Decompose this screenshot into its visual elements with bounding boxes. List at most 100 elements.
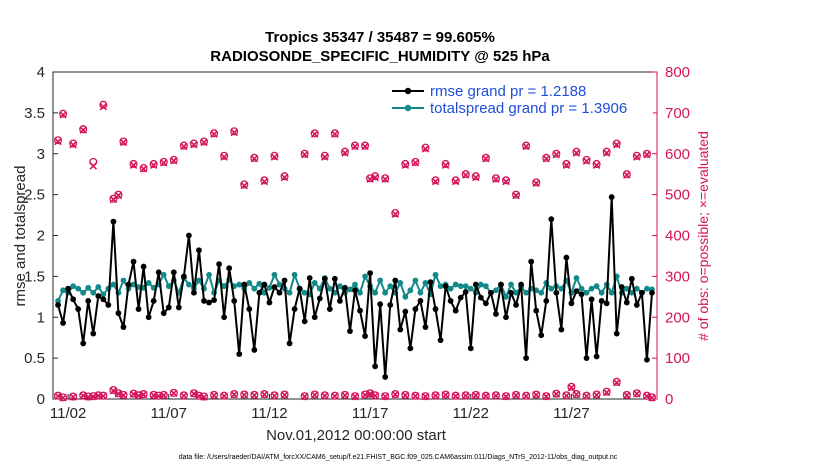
obs-evaluated-marker: [220, 153, 228, 161]
obs-possible-marker: [330, 129, 339, 138]
totalspread-point: [558, 285, 565, 292]
obs-evaluated-marker: [431, 391, 440, 400]
y2-tick-label: 200: [665, 309, 690, 326]
obs-evaluated-marker: [502, 392, 510, 401]
obs-possible-marker: [270, 151, 279, 160]
totalspread-point: [145, 280, 152, 286]
obs-evaluated-marker: [310, 391, 319, 399]
totalspread-point: [196, 277, 202, 284]
obs-evaluated-marker: [411, 392, 420, 400]
obs-evaluated-marker: [421, 392, 430, 401]
totalspread-point: [513, 289, 519, 296]
rmse-point: [296, 285, 303, 292]
rmse-point: [538, 332, 545, 339]
rmse-point: [155, 269, 162, 276]
obs-evaluated-marker: [592, 391, 601, 399]
rmse-point: [503, 314, 509, 321]
obs-evaluated-marker: [129, 390, 138, 398]
totalspread-point: [372, 289, 379, 296]
obs-evaluated-marker: [542, 392, 551, 401]
obs-evaluated-marker: [331, 392, 339, 400]
y2-axis-label: # of obs: o=possible; ×=evaluated: [695, 131, 711, 341]
rmse-point: [65, 285, 71, 292]
totalspread-point: [457, 283, 464, 290]
rmse-point: [145, 314, 152, 321]
obs-evaluated-marker: [300, 392, 309, 401]
rmse-point: [95, 293, 102, 299]
rmse-point: [618, 284, 625, 290]
rmse-point: [306, 275, 313, 281]
rmse-point: [80, 340, 87, 347]
obs-evaluated-marker: [114, 389, 123, 398]
y2-tick-label: 400: [665, 228, 690, 245]
obs-possible-marker: [532, 178, 541, 187]
rmse-point: [150, 298, 157, 304]
rmse-point: [105, 302, 112, 308]
obs-possible-marker: [53, 136, 63, 145]
totalspread-point: [538, 289, 545, 296]
obs-evaluated-marker: [99, 102, 108, 111]
rmse-point: [337, 298, 343, 304]
totalspread-point: [271, 271, 278, 278]
obs-evaluated-marker: [89, 162, 98, 170]
y-axis-label: rmse and totalspread: [12, 166, 29, 307]
rmse-point: [347, 328, 353, 335]
obs-possible-marker: [572, 390, 581, 399]
obs-possible-marker: [612, 139, 621, 148]
obs-evaluated-marker: [552, 150, 561, 159]
rmse-point: [457, 294, 464, 301]
rmse-point: [387, 302, 394, 308]
totalspread-point: [407, 287, 414, 294]
rmse-point: [583, 355, 590, 362]
rmse-point: [633, 302, 640, 308]
obs-evaluated-marker: [210, 130, 218, 138]
obs-possible-marker: [179, 391, 188, 400]
obs-possible-marker: [602, 147, 611, 156]
obs-evaluated-marker: [472, 173, 480, 182]
y-axis-left: 0 0.5 1 1.5 2 2.5 3 3.5 4: [24, 64, 58, 408]
obs-possible-marker: [114, 190, 123, 199]
obs-possible-marker: [471, 172, 480, 181]
totalspread-point: [352, 281, 358, 288]
totalspread-point: [397, 280, 404, 286]
rmse-point: [206, 299, 212, 306]
rmse-point: [60, 320, 66, 326]
rmse-point: [649, 289, 655, 296]
obs-possible-marker: [159, 157, 168, 166]
rmse-point: [342, 284, 348, 291]
obs-possible-marker: [441, 159, 450, 169]
obs-possible-marker: [612, 377, 621, 386]
obs-possible-marker: [542, 153, 551, 162]
totalspread-point: [90, 289, 97, 296]
obs-possible-marker: [602, 387, 611, 396]
obs-evaluated-marker: [411, 158, 420, 167]
obs-evaluated-marker: [472, 391, 480, 400]
obs-evaluated-marker: [220, 392, 228, 400]
obs-evaluated-marker: [280, 391, 289, 399]
totalspread-point: [412, 277, 419, 284]
legend-box: [385, 78, 653, 118]
obs-possible-marker: [330, 391, 339, 400]
obs-evaluated-marker: [321, 391, 329, 400]
totalspread-point: [286, 289, 293, 296]
obs-possible-marker: [340, 147, 349, 156]
obs-possible-marker: [401, 390, 410, 399]
obs-possible-marker: [220, 391, 229, 400]
obs-possible-marker: [220, 151, 229, 160]
obs-evaluated-marker: [69, 393, 77, 401]
y-tick-label: 1: [37, 309, 45, 326]
obs-possible-marker: [69, 392, 78, 401]
x-tick-label: 11/07: [151, 405, 187, 422]
rmse-point: [256, 289, 263, 296]
obs-possible-marker: [572, 147, 581, 156]
obs-possible-marker: [471, 390, 480, 399]
obs-count-series: [53, 100, 657, 402]
x-axis-label: Nov.01,2012 00:00:00 start: [266, 427, 447, 444]
rmse-point: [316, 295, 323, 302]
totalspread-point: [593, 283, 600, 290]
rmse-point: [528, 258, 535, 265]
totalspread-point: [256, 280, 263, 287]
y2-tick-label: 700: [665, 105, 690, 122]
y2-tick-label: 100: [665, 350, 690, 367]
rmse-point: [392, 277, 399, 284]
